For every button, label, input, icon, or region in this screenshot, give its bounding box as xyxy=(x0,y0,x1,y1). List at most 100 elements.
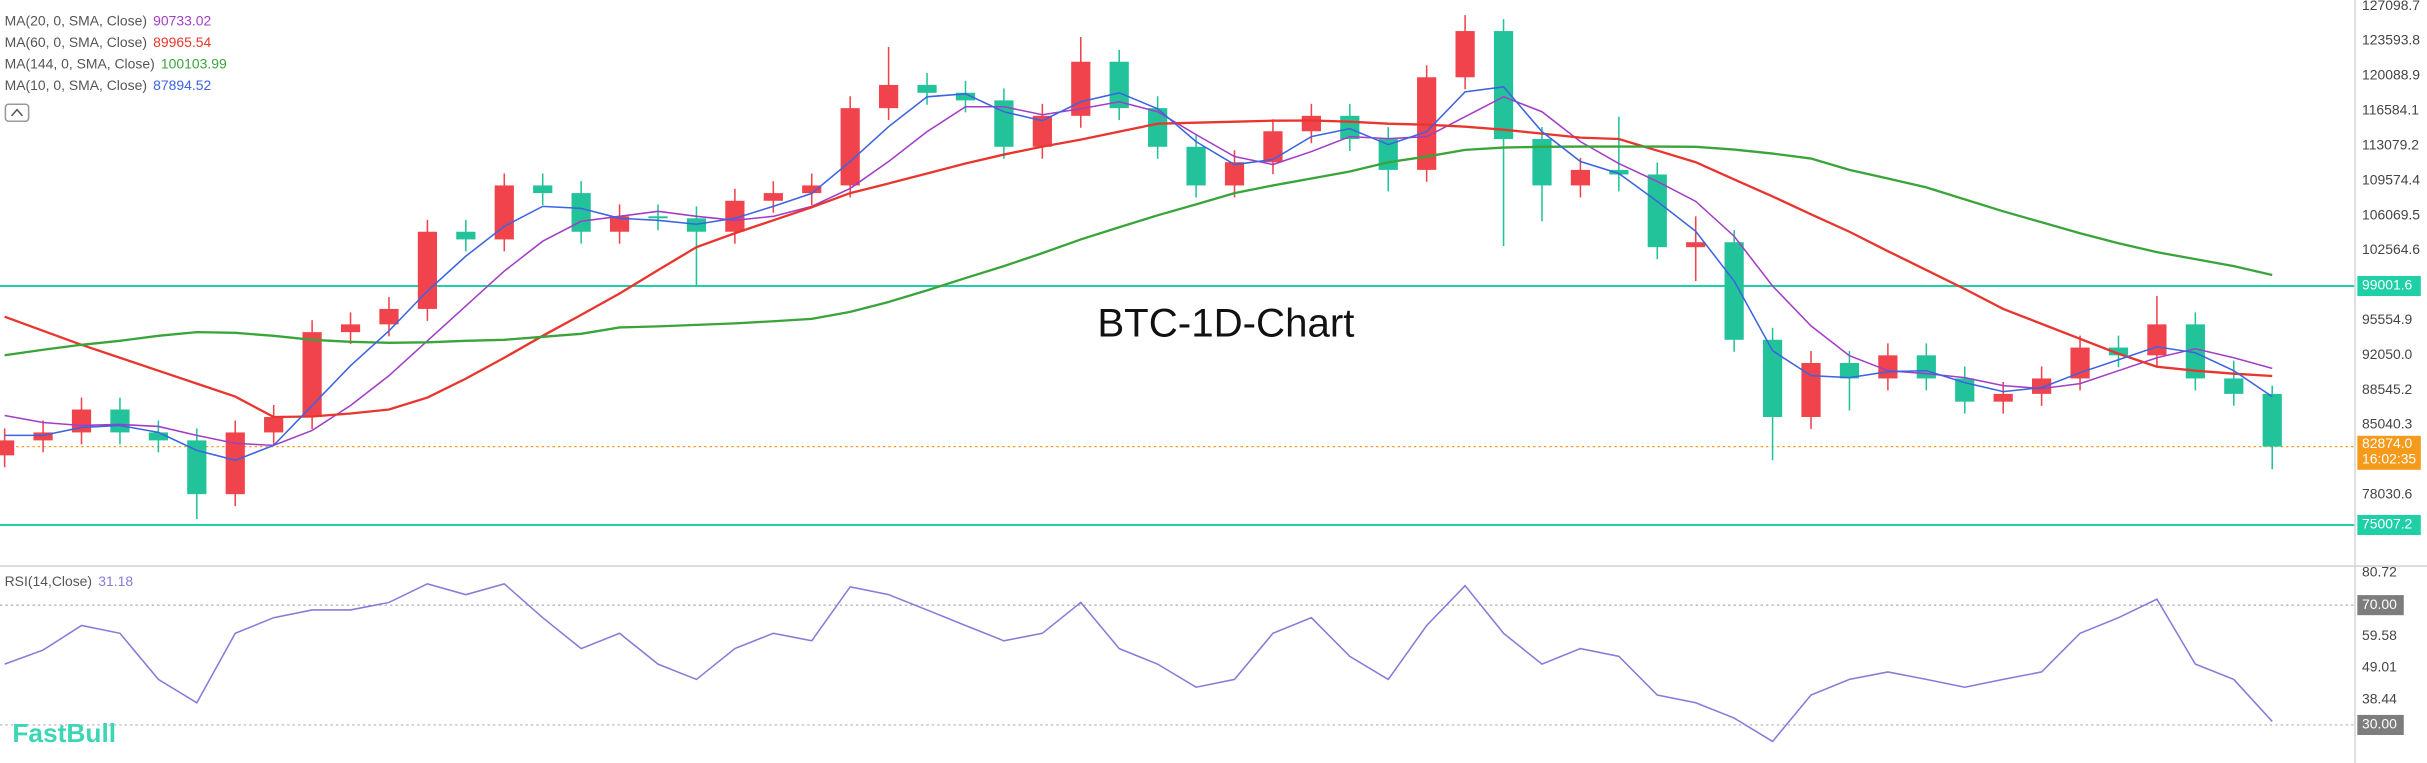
rsi-guide-badge xyxy=(2357,714,2404,735)
y-tick-label: 85040.3 xyxy=(2362,416,2413,432)
candle-body xyxy=(302,332,322,417)
candle-body xyxy=(33,432,53,441)
candle-body xyxy=(2185,324,2205,379)
candle-body xyxy=(1570,169,1591,186)
moving-average-line xyxy=(4,119,2273,419)
level-badge xyxy=(2357,514,2421,536)
y-tick-label: 92050.0 xyxy=(2362,346,2413,362)
rsi-tick-label: 30.00 xyxy=(2362,716,2397,732)
candle-body xyxy=(1762,339,1783,417)
candle-body xyxy=(917,84,937,93)
candle-body xyxy=(802,185,822,194)
candle-body xyxy=(1378,139,1398,170)
rsi-tick-label: 80.72 xyxy=(2362,564,2397,580)
candle-body xyxy=(1224,162,1245,186)
candle-body xyxy=(955,92,976,101)
last-price-label: 82874.0 xyxy=(2362,435,2413,451)
collapse-button[interactable] xyxy=(4,103,30,123)
candle-body xyxy=(648,216,668,219)
y-tick-label: 102564.6 xyxy=(2362,241,2420,257)
candle-body xyxy=(1340,115,1360,140)
brand-logo: FastBull xyxy=(12,718,116,748)
candle-body xyxy=(1109,61,1129,109)
watermark-title: BTC-1D-Chart xyxy=(1097,301,1354,346)
collapse-button-icon xyxy=(11,108,24,117)
candle-body xyxy=(1609,169,1629,175)
legend-name: MA(144, 0, SMA, Close) xyxy=(5,56,155,72)
candle-body xyxy=(1686,242,1706,248)
candle-body xyxy=(2070,347,2090,379)
candle-body xyxy=(1493,31,1514,140)
candle-body xyxy=(763,193,783,201)
candle-body xyxy=(2224,378,2244,394)
y-tick-label: 88545.2 xyxy=(2362,381,2413,397)
candle-body xyxy=(1647,174,1667,248)
level-badge xyxy=(2357,275,2421,297)
rsi-tick-label: 49.01 xyxy=(2362,659,2397,675)
y-tick-label: 116584.1 xyxy=(2362,102,2419,118)
moving-average-line xyxy=(4,145,2273,357)
candle-body xyxy=(494,185,514,240)
candle-body xyxy=(1455,31,1475,78)
candle-body xyxy=(1148,108,1168,147)
candle-body xyxy=(1301,115,1321,132)
candle-body xyxy=(0,440,15,456)
rsi-guide-badge xyxy=(2357,595,2404,616)
candle-body xyxy=(571,193,591,232)
collapse-button-box[interactable] xyxy=(4,103,30,123)
candle-body xyxy=(840,108,860,186)
y-tick-label: 113079.2 xyxy=(2362,136,2419,152)
legend-name: MA(20, 0, SMA, Close) xyxy=(5,12,147,28)
candle-body xyxy=(1263,131,1283,163)
candle-body xyxy=(2032,378,2052,394)
candle-body xyxy=(340,324,361,333)
candle-body xyxy=(187,440,207,495)
candle-body xyxy=(1032,115,1052,147)
rsi-legend-name: RSI(14,Close) xyxy=(5,573,92,589)
candle-body xyxy=(148,432,168,441)
candle-body xyxy=(1186,146,1206,186)
candle-body xyxy=(609,216,630,232)
moving-average-line xyxy=(4,86,2273,462)
legend-name: MA(60, 0, SMA, Close) xyxy=(5,34,147,50)
candle-body xyxy=(1724,242,1744,340)
countdown-label: 16:02:35 xyxy=(2362,450,2416,466)
y-tick-label: 127098.7 xyxy=(2362,0,2420,13)
candle-body xyxy=(1071,61,1091,116)
y-tick-label: 106069.5 xyxy=(2362,206,2420,222)
candle-body xyxy=(533,185,553,194)
y-tick-label: 123593.8 xyxy=(2362,32,2420,48)
candle-body xyxy=(994,100,1014,147)
last-price-badge xyxy=(2357,435,2421,470)
rsi-line xyxy=(4,583,2273,743)
candle-body xyxy=(110,409,130,433)
candle-body xyxy=(1532,139,1552,186)
candle-body xyxy=(264,416,284,433)
y-tick-label: 120088.9 xyxy=(2362,67,2420,83)
rsi-tick-label: 70.00 xyxy=(2362,596,2397,612)
candle-body xyxy=(225,432,245,495)
candle-body xyxy=(2108,347,2129,356)
level-label: 75007.2 xyxy=(2362,516,2413,532)
y-tick-label: 95554.9 xyxy=(2362,311,2413,327)
y-tick-label: 78030.6 xyxy=(2362,486,2413,502)
legend-value: 87894.52 xyxy=(153,77,211,93)
candle-body xyxy=(379,308,399,325)
candle-body xyxy=(1878,355,1898,379)
candle-body xyxy=(1993,393,2013,402)
legend-name: MA(10, 0, SMA, Close) xyxy=(5,77,147,93)
y-tick-label: 109574.4 xyxy=(2362,171,2420,187)
candle-body xyxy=(2147,324,2167,356)
level-label: 99001.6 xyxy=(2362,277,2413,293)
rsi-legend-value: 31.18 xyxy=(98,573,133,589)
candle-body xyxy=(2262,393,2282,447)
legend-value: 90733.02 xyxy=(153,12,211,28)
rsi-tick-label: 38.44 xyxy=(2362,690,2397,706)
candle-body xyxy=(879,84,899,109)
candle-body xyxy=(456,231,476,240)
legend-value: 89965.54 xyxy=(153,34,211,50)
legend-value: 100103.99 xyxy=(161,56,227,72)
rsi-tick-label: 59.58 xyxy=(2362,627,2397,643)
